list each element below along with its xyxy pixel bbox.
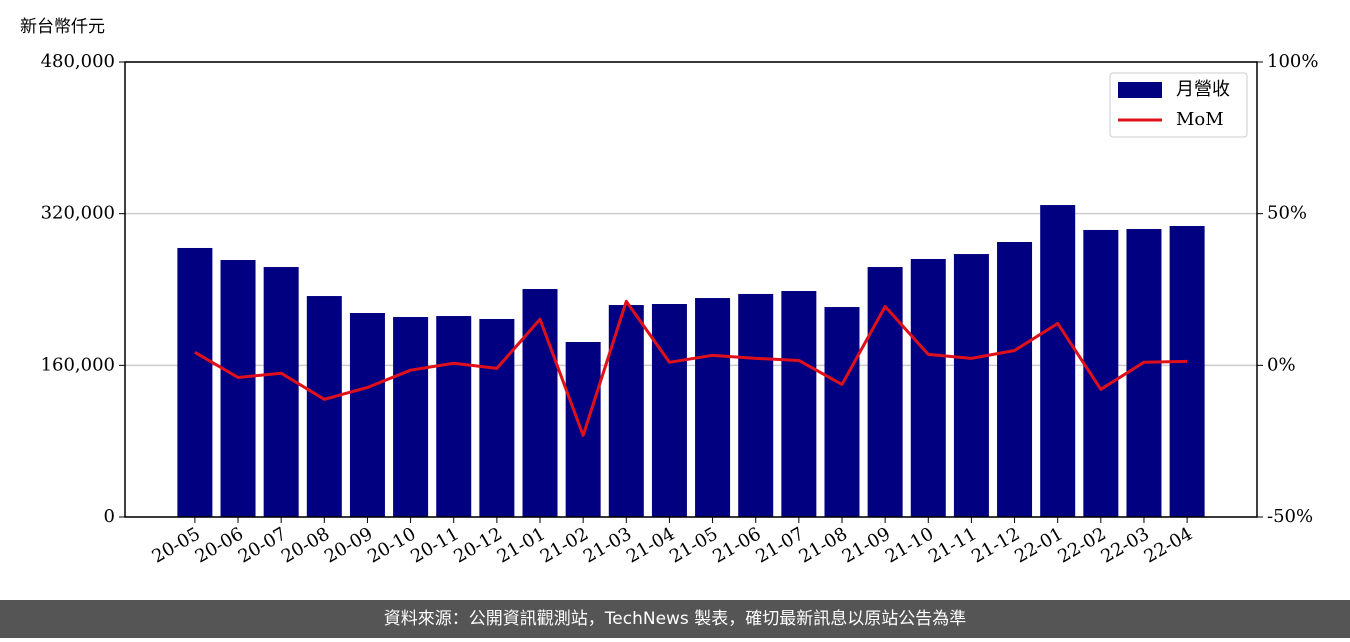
legend-label: MoM xyxy=(1176,109,1224,130)
bar xyxy=(738,293,774,517)
bar xyxy=(177,247,213,517)
bar xyxy=(997,242,1033,517)
y2-tick-label: 100% xyxy=(1267,51,1318,72)
footer-bar xyxy=(0,600,1350,638)
y-tick-label: 320,000 xyxy=(41,203,115,224)
bar xyxy=(263,267,299,517)
bar xyxy=(781,291,817,517)
bar xyxy=(910,258,946,517)
y-tick-label: 480,000 xyxy=(41,51,115,72)
bar xyxy=(220,260,256,517)
bar xyxy=(1169,225,1205,518)
y2-tick-label: 50% xyxy=(1267,203,1307,224)
bar xyxy=(349,313,385,517)
y-axis-unit: 新台幣仟元 xyxy=(20,17,105,37)
y-tick-label: 0 xyxy=(104,506,115,527)
y2-tick-label: 0% xyxy=(1267,354,1296,375)
bar xyxy=(651,304,687,517)
bar xyxy=(565,342,601,517)
legend-label: 月營收 xyxy=(1176,79,1230,100)
plot-frame xyxy=(124,61,1258,518)
bar xyxy=(695,298,731,517)
y2-tick-label: -50% xyxy=(1267,506,1313,527)
bar xyxy=(522,289,558,517)
y-tick-label: 160,000 xyxy=(41,354,115,375)
bar xyxy=(436,316,472,517)
bar xyxy=(479,318,515,517)
bar xyxy=(867,267,903,517)
bar xyxy=(393,316,429,517)
line xyxy=(194,299,1188,437)
footer-source: 資料來源：公開資訊觀測站，TechNews 製表，確切最新訊息以原站公告為準 xyxy=(384,609,966,629)
bar xyxy=(1126,229,1162,517)
bar xyxy=(824,307,860,517)
bar xyxy=(1083,229,1119,518)
bar xyxy=(306,296,342,517)
bar xyxy=(1040,205,1076,517)
bar xyxy=(953,254,989,517)
legend-swatch xyxy=(1118,82,1162,98)
